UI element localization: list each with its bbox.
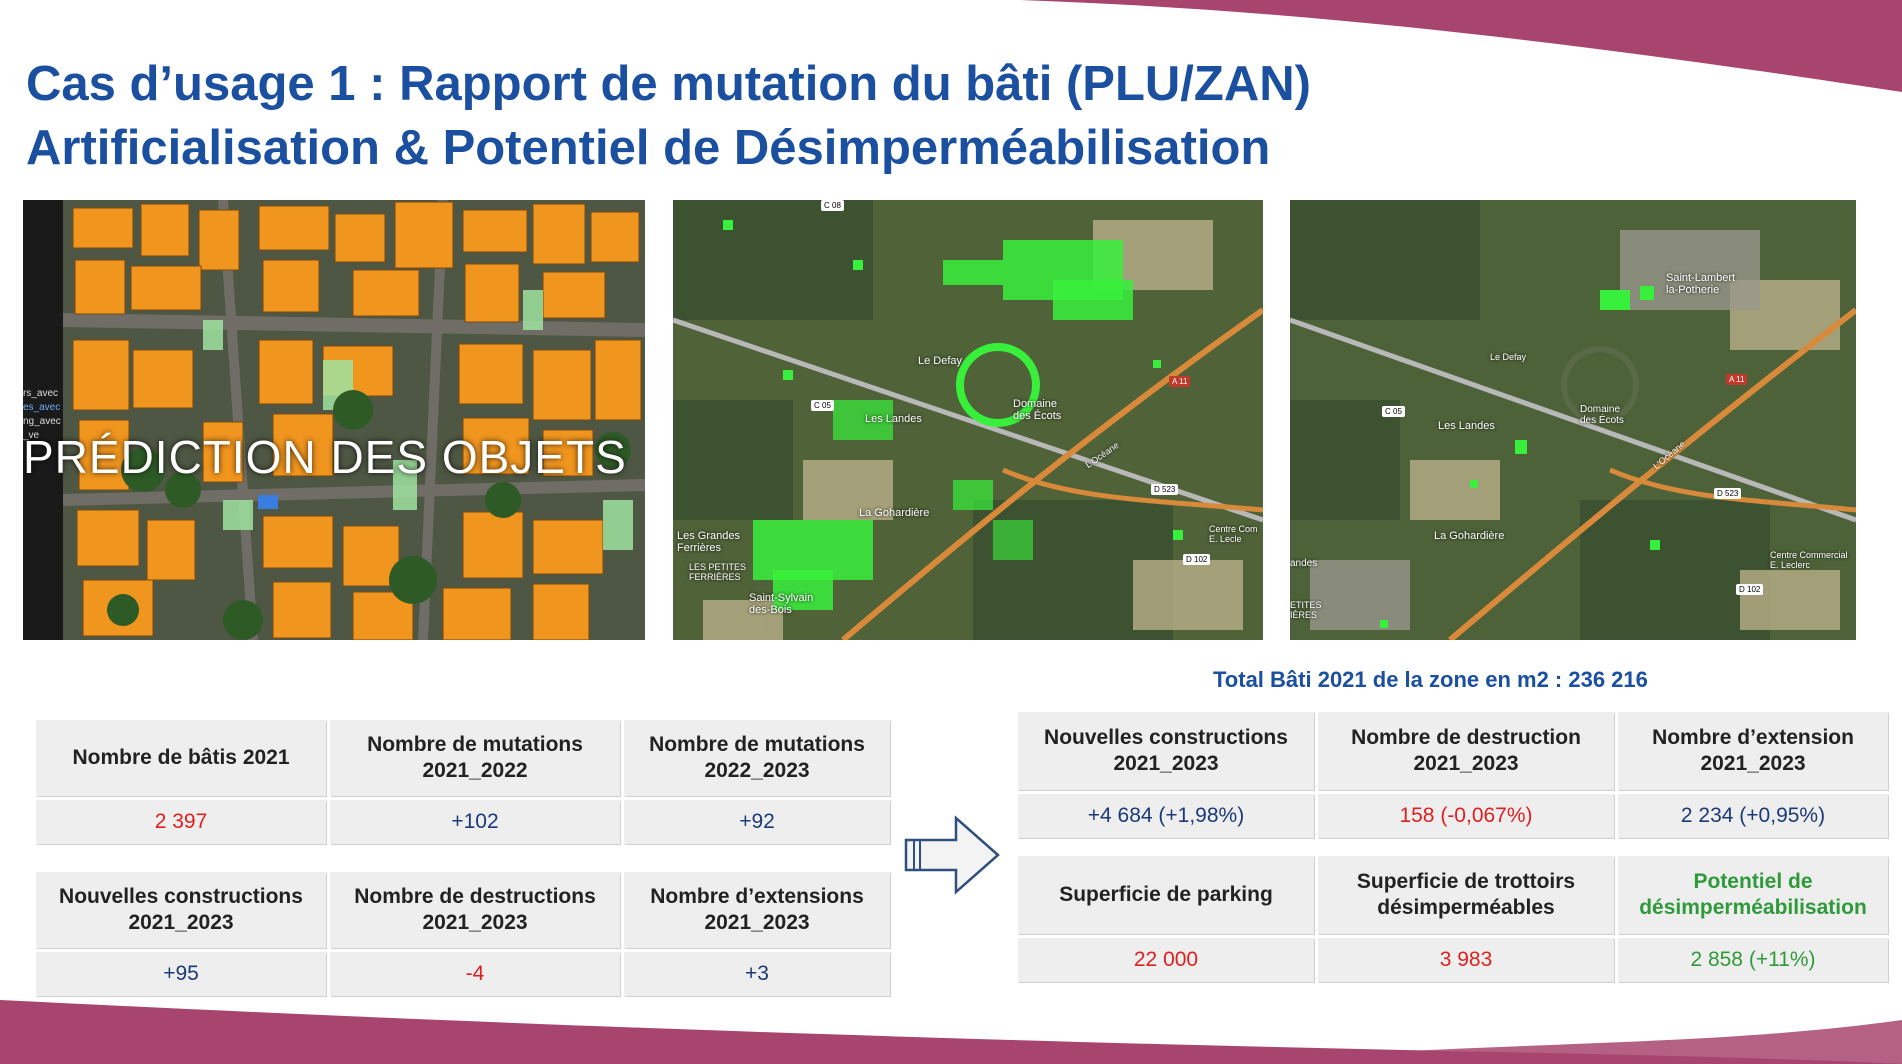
left-table-spacer (36, 848, 890, 868)
left-header-destructions: Nombre de destructions 2021_2023 (330, 872, 620, 948)
map2-label-domaine: Domaine des Écots (1580, 404, 1624, 426)
map1-label-le-defay: Le Defay (918, 355, 963, 367)
map2-road-a11: A 11 (1726, 374, 1748, 385)
map1-label-centre-com: Centre Com E. Lecle (1209, 524, 1258, 544)
layer-label-2: es_avec (23, 402, 61, 413)
prediction-image-graphic (23, 200, 645, 640)
right-value-extension: 2 234 (+0,95%) (1618, 794, 1888, 838)
map2-label-saint-lambert: Saint-Lambert la-Potherie (1666, 272, 1736, 296)
map2-road-c05: C 05 (1382, 406, 1405, 417)
title-line-2: Artificialisation & Potentiel de Désimpe… (26, 121, 1271, 175)
map1-label-domaine: Domaine des Écots (1013, 398, 1062, 422)
prediction-overlay-text: PRÉDICTION DES OBJETS (23, 431, 627, 483)
right-header-trottoirs: Superficie de trottoirs désimperméables (1318, 856, 1614, 934)
right-stats-table: Nouvelles constructions 2021_2023 Nombre… (1018, 712, 1888, 982)
title-line-1: Cas d’usage 1 : Rapport de mutation du b… (26, 57, 1311, 111)
map1-label-saint-sylvain: Saint-Sylvain des-Bois (749, 592, 814, 616)
left-header-batis-2021: Nombre de bâtis 2021 (36, 720, 326, 796)
map1-label-petites-ferrieres: LES PETITES FERRIÈRES (689, 562, 747, 582)
map-after-image: Saint-Lambert la-Potherie Le Defay Domai… (1290, 200, 1856, 640)
prediction-image: rs_avec es_avec ng_avec _ve PRÉDICTION D… (23, 200, 645, 640)
map1-road-d102: D 102 (1183, 554, 1211, 565)
left-value-mutations-2022-2023: +92 (624, 800, 890, 844)
left-stats-table: Nombre de bâtis 2021 Nombre de mutations… (36, 720, 890, 996)
map2-road-d102: D 102 (1736, 584, 1764, 595)
right-value-destruction: 158 (-0,067%) (1318, 794, 1614, 838)
map2-label-gohardiere: La Gohardière (1434, 530, 1505, 542)
total-bati-label: Total Bâti 2021 de la zone en m2 : 236 2… (1213, 667, 1648, 692)
map2-road-d523: D 523 (1714, 488, 1742, 499)
map-before-image: Le Defay Domaine des Écots Les Landes La… (673, 200, 1263, 640)
map2-label-andes: andes (1290, 558, 1318, 569)
right-header-parking: Superficie de parking (1018, 856, 1314, 934)
layer-panel (23, 200, 63, 640)
right-value-parking: 22 000 (1018, 938, 1314, 982)
layer-label-3: ng_avec (23, 416, 61, 427)
map1-road-c08: C 08 (821, 200, 844, 211)
layer-label-1: rs_avec (23, 388, 59, 399)
page-title: Cas d’usage 1 : Rapport de mutation du b… (26, 52, 1311, 180)
left-header-extensions: Nombre d’extensions 2021_2023 (624, 872, 890, 948)
map2-label-le-defay: Le Defay (1490, 352, 1527, 362)
right-value-potentiel: 2 858 (+11%) (1618, 938, 1888, 982)
map1-label-gohardiere: La Gohardière (859, 507, 930, 519)
right-value-trottoirs: 3 983 (1318, 938, 1614, 982)
map2-label-les-landes: Les Landes (1438, 420, 1495, 432)
map1-road-c05: C 05 (811, 400, 834, 411)
left-value-nouvelles-constructions: +95 (36, 952, 326, 996)
map1-road-d523: D 523 (1151, 484, 1179, 495)
right-header-potentiel: Potentiel de désimperméabilisation (1618, 856, 1888, 934)
right-header-destruction: Nombre de destruction 2021_2023 (1318, 712, 1614, 790)
left-value-batis-2021: 2 397 (36, 800, 326, 844)
left-header-nouvelles-constructions: Nouvelles constructions 2021_2023 (36, 872, 326, 948)
layer-label-4: _ve (23, 430, 40, 441)
arrow-right-icon (904, 815, 1000, 895)
map2-label-petites: ETITES IÈRES (1290, 600, 1322, 620)
map1-road-a11: A 11 (1169, 376, 1191, 387)
left-value-destructions: -4 (330, 952, 620, 996)
left-value-extensions: +3 (624, 952, 890, 996)
right-table-spacer (1018, 842, 1888, 852)
right-header-nouvelles-constructions: Nouvelles constructions 2021_2023 (1018, 712, 1314, 790)
right-header-extension: Nombre d’extension 2021_2023 (1618, 712, 1888, 790)
map2-label-centre-commercial: Centre Commercial E. Leclerc (1770, 550, 1848, 570)
map-before-graphic (673, 200, 1263, 640)
left-header-mutations-2021-2022: Nombre de mutations 2021_2022 (330, 720, 620, 796)
left-value-mutations-2021-2022: +102 (330, 800, 620, 844)
left-header-mutations-2022-2023: Nombre de mutations 2022_2023 (624, 720, 890, 796)
map1-label-grandes-ferrieres: Les Grandes Ferrières (677, 530, 740, 554)
map-after-graphic (1290, 200, 1856, 640)
map1-label-les-landes: Les Landes (865, 413, 922, 425)
right-value-nouvelles-constructions: +4 684 (+1,98%) (1018, 794, 1314, 838)
